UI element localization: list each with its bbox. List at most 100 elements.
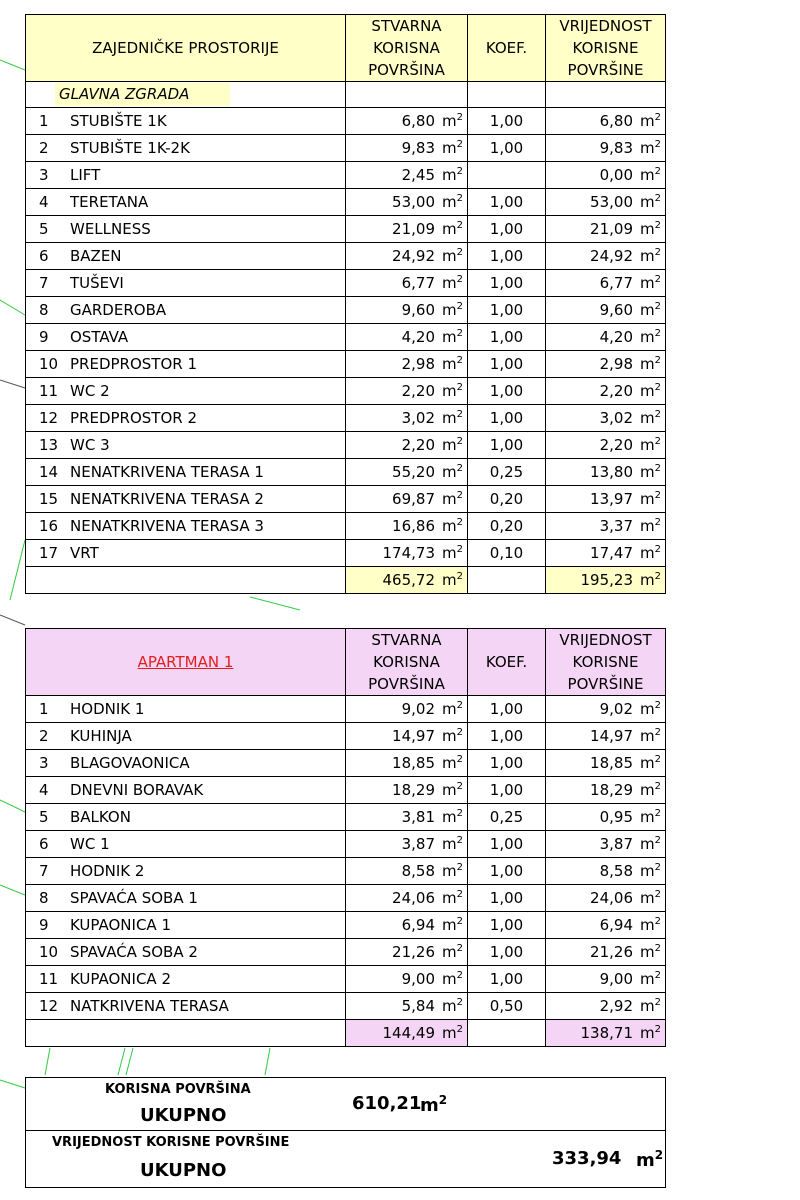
unit: m2 [442,754,463,772]
unit: m2 [442,517,463,535]
row-number: 3 [39,166,49,184]
row-name: NENATKRIVENA TERASA 2 [70,490,264,508]
summary-total-label: UKUPNO [140,1160,227,1181]
value-cell: 8,58 m2 [545,857,666,885]
number: 8,58 [599,862,633,880]
summary-label: VRIJEDNOST KORISNE POVRŠINE [52,1135,290,1150]
unit-power: 2 [654,1148,664,1162]
unit: m2 [640,916,661,934]
number: 21,26 [590,943,633,961]
koef-cell: 1,00 [467,431,546,459]
text: 1,00 [489,754,524,772]
text: 0,25 [489,463,524,481]
area-cell: 6,80 m2 [345,107,468,135]
row-number: 12 [39,997,59,1015]
number: 9,00 [401,970,435,988]
unit: m2 [640,382,661,400]
area-cell: 69,87 m2 [345,485,468,513]
value-cell: 9,00 m2 [545,965,666,993]
area-cell: 3,87 m2 [345,830,468,858]
area-cell: 21,26 m2 [345,938,468,966]
number: 21,09 [590,220,633,238]
unit-power: 2 [654,409,661,420]
summary-area-total: 610,21 [352,1093,422,1114]
area-cell: 16,86 m2 [345,512,468,540]
number: 17,47 [590,544,633,562]
number: 2,20 [599,382,633,400]
header-koef: KOEF. [467,14,546,82]
area-cell: 53,00 m2 [345,188,468,216]
row-name: WELLNESS [70,220,151,238]
number: 9,00 [599,970,633,988]
unit-power: 2 [654,970,661,981]
number: 5,84 [401,997,435,1015]
unit: m2 [640,436,661,454]
value-cell: 18,29 m2 [545,776,666,804]
text: KOEF. [485,653,528,671]
row-number: 5 [39,808,49,826]
number: 9,83 [401,139,435,157]
unit-power: 2 [456,700,463,711]
number: 144,49 [382,1024,436,1042]
area-cell: 2,20 m2 [345,431,468,459]
number: 6,80 [599,112,633,130]
name-cell: 8 SPAVAĆA SOBA 1 [25,884,346,912]
unit-power: 2 [456,571,463,582]
row-name: STUBIŠTE 1K-2K [70,139,190,157]
unit-power: 2 [654,754,661,765]
number: 8,58 [401,862,435,880]
number: 2,45 [401,166,435,184]
koef-cell: 1,00 [467,323,546,351]
koef-cell: 1,00 [467,749,546,777]
unit: m2 [442,571,463,589]
value-cell: 4,20 m2 [545,323,666,351]
value-cell: 0,00 m2 [545,161,666,189]
area-cell: 9,60 m2 [345,296,468,324]
section-cell [345,81,468,108]
unit: m2 [640,139,661,157]
unit: m2 [442,166,463,184]
unit-power: 2 [456,889,463,900]
row-name: WC 1 [70,835,110,853]
unit: m2 [640,835,661,853]
total-blank [467,1019,546,1047]
area-cell: 3,02 m2 [345,404,468,432]
section-label: GLAVNA ZGRADA [55,83,230,106]
row-number: 8 [39,889,49,907]
text: APARTMAN 1 [137,653,234,671]
text: VRIJEDNOST KORISNE POVRŠINE [559,631,652,693]
area-cell: 3,81 m2 [345,803,468,831]
name-cell: 9 OSTAVA [25,323,346,351]
unit-power: 2 [654,382,661,393]
unit: m2 [442,700,463,718]
value-cell: 21,09 m2 [545,215,666,243]
text: 0,50 [489,997,524,1015]
unit: m2 [640,274,661,292]
unit: m2 [640,328,661,346]
unit-power: 2 [456,970,463,981]
name-cell: 9 KUPAONICA 1 [25,911,346,939]
unit: m2 [640,220,661,238]
text: 0,25 [489,808,524,826]
number: 6,94 [401,916,435,934]
name-cell: 10 PREDPROSTOR 1 [25,350,346,378]
number: 14,97 [590,727,633,745]
row-number: 3 [39,754,49,772]
number: 138,71 [580,1024,634,1042]
number: 2,92 [599,997,633,1015]
row-number: 7 [39,862,49,880]
total-value: 195,23 m2 [545,566,666,594]
unit: m2 [640,889,661,907]
unit-power: 2 [456,997,463,1008]
unit: m2 [442,727,463,745]
text: 1,00 [489,274,524,292]
row-name: BALKON [70,808,131,826]
unit: m2 [640,571,661,589]
unit-power: 2 [654,700,661,711]
unit: m2 [442,808,463,826]
unit: m2 [442,490,463,508]
number: 13,97 [590,490,633,508]
unit: m2 [640,997,661,1015]
area-cell: 174,73 m2 [345,539,468,567]
row-number: 11 [39,970,59,988]
